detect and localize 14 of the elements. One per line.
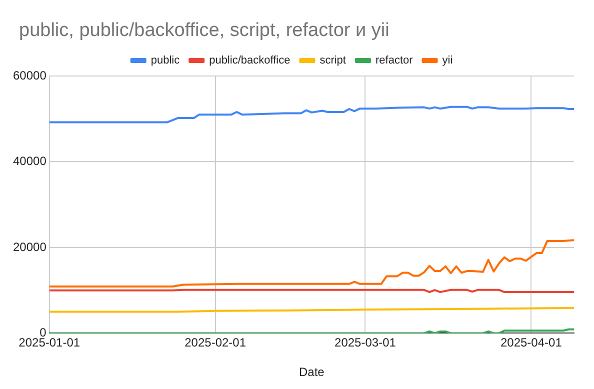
chart-title: public, public/backoffice, script, refactor и yii bbox=[19, 20, 390, 42]
y-tick-label: 40000 bbox=[12, 154, 47, 168]
x-tick-label: 2025-02-01 bbox=[184, 336, 246, 350]
x-tick-label: 2025-04-01 bbox=[500, 336, 562, 350]
legend-label: public/backoffice bbox=[209, 54, 290, 67]
x-tick-label: 2025-03-01 bbox=[334, 336, 396, 350]
legend-label: script bbox=[320, 54, 346, 67]
x-tick-label: 2025-01-01 bbox=[18, 336, 80, 350]
legend-label: public bbox=[150, 54, 180, 67]
legend-label: yii bbox=[442, 54, 453, 67]
x-axis-title: Date bbox=[299, 365, 325, 380]
y-tick-label: 20000 bbox=[12, 240, 47, 254]
y-tick-label: 60000 bbox=[12, 68, 47, 82]
legend-label: refactor bbox=[375, 54, 414, 67]
